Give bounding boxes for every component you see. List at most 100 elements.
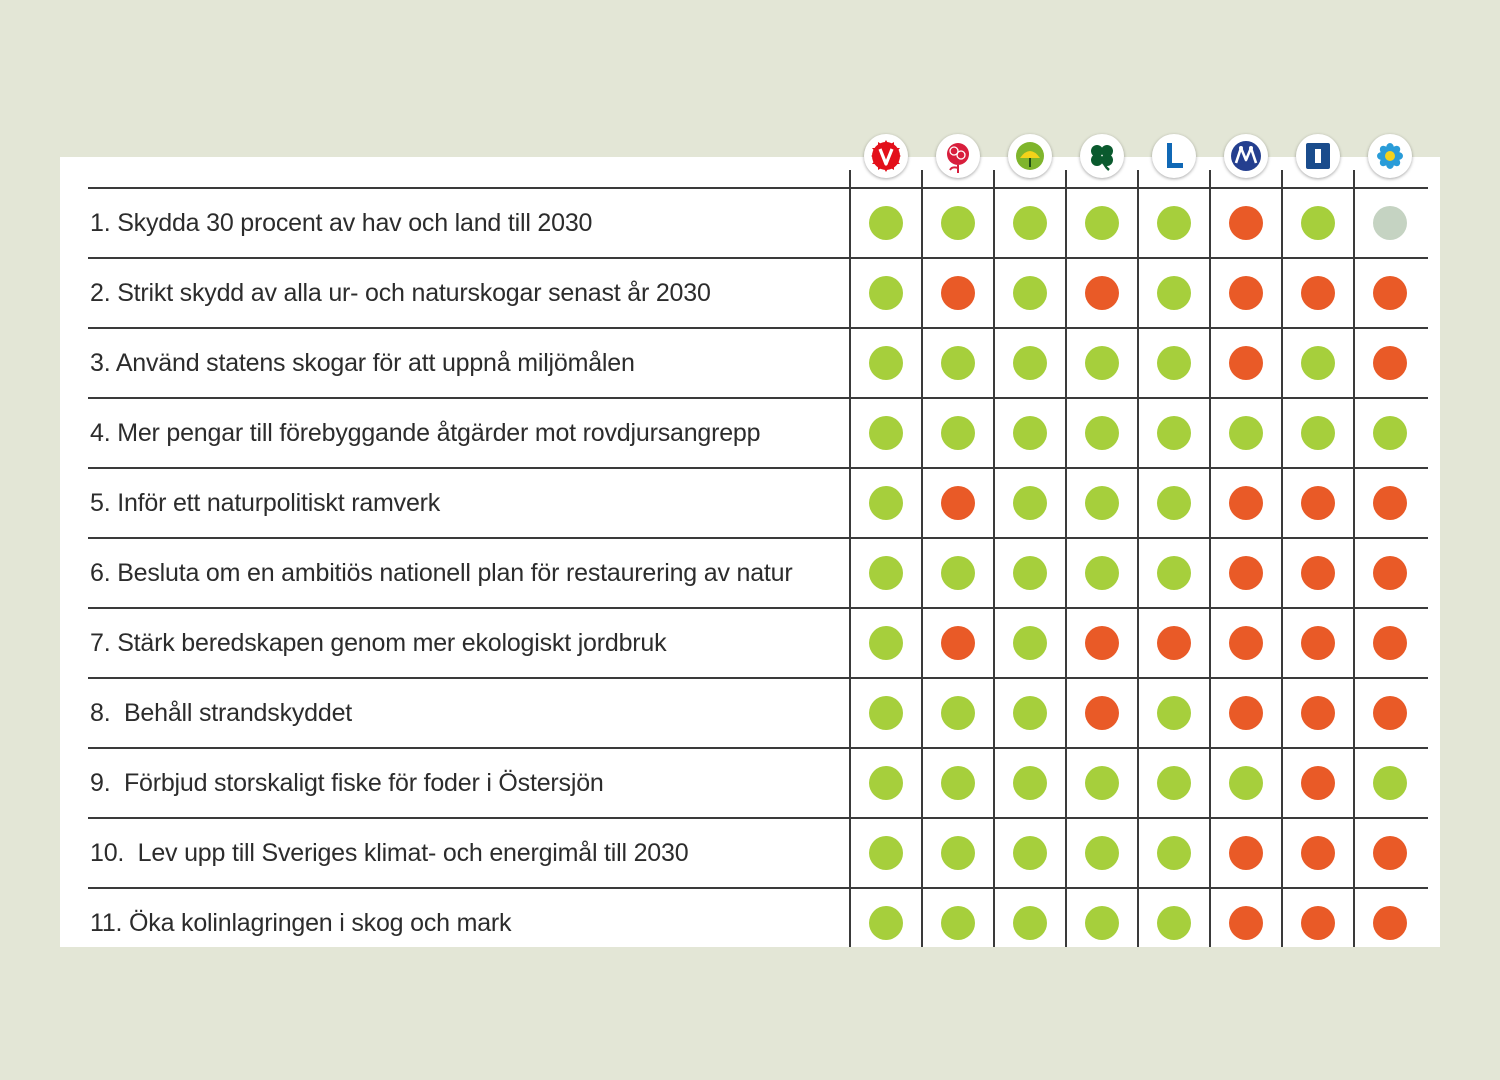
party-header-mp — [1008, 134, 1052, 178]
status-dot-yes — [1157, 766, 1191, 800]
status-dot-no — [1229, 276, 1263, 310]
status-dot-no — [1229, 836, 1263, 870]
status-dot-no — [1229, 346, 1263, 380]
party-header-kd — [1296, 134, 1340, 178]
status-dot-yes — [1157, 906, 1191, 940]
status-dot-no — [1301, 626, 1335, 660]
status-dot-no — [1157, 626, 1191, 660]
status-dot-yes — [1373, 416, 1407, 450]
c-party-clover-logo-icon — [1080, 134, 1124, 178]
kd-party-logo-icon — [1296, 134, 1340, 178]
status-dot-yes — [869, 346, 903, 380]
row-label: 11. Öka kolinlagringen i skog och mark — [90, 909, 512, 937]
status-dot-no — [1229, 486, 1263, 520]
status-dot-no — [1229, 556, 1263, 590]
status-dot-no — [1229, 696, 1263, 730]
status-dot-yes — [869, 836, 903, 870]
status-dot-yes — [1157, 836, 1191, 870]
row-label: 7. Stärk beredskapen genom mer ekologisk… — [90, 629, 667, 657]
status-dot-yes — [869, 696, 903, 730]
status-dot-yes — [1085, 486, 1119, 520]
v-party-logo-icon — [864, 134, 908, 178]
status-dot-yes — [1301, 206, 1335, 240]
status-dot-no — [1229, 906, 1263, 940]
party-header-s — [936, 134, 980, 178]
status-dot-yes — [1085, 906, 1119, 940]
status-dot-yes — [1013, 906, 1047, 940]
status-dot-no — [1085, 696, 1119, 730]
status-dot-yes — [869, 766, 903, 800]
status-dot-unknown — [1373, 206, 1407, 240]
status-dot-no — [1373, 626, 1407, 660]
party-header-v — [864, 134, 908, 178]
row-label: 9. Förbjud storskaligt fiske för foder i… — [90, 769, 604, 797]
status-dot-yes — [1373, 766, 1407, 800]
status-dot-no — [1301, 486, 1335, 520]
status-dot-yes — [869, 906, 903, 940]
status-dot-yes — [1157, 346, 1191, 380]
status-dot-yes — [941, 906, 975, 940]
status-dot-yes — [1157, 556, 1191, 590]
status-dot-yes — [1157, 696, 1191, 730]
row-label: 4. Mer pengar till förebyggande åtgärder… — [90, 419, 761, 447]
status-dot-yes — [1085, 766, 1119, 800]
status-dot-yes — [1013, 416, 1047, 450]
status-dot-no — [1229, 626, 1263, 660]
status-dot-yes — [1013, 696, 1047, 730]
status-dot-no — [1301, 836, 1335, 870]
status-dot-yes — [869, 556, 903, 590]
status-dot-no — [1301, 766, 1335, 800]
status-dot-no — [1373, 556, 1407, 590]
status-dot-yes — [1085, 416, 1119, 450]
status-dot-yes — [1229, 416, 1263, 450]
sd-party-flower-logo-icon — [1368, 134, 1412, 178]
status-dot-no — [1301, 276, 1335, 310]
row-label: 10. Lev upp till Sveriges klimat- och en… — [90, 839, 689, 867]
status-dot-no — [941, 626, 975, 660]
status-dot-yes — [869, 486, 903, 520]
status-dot-yes — [1013, 486, 1047, 520]
m-party-logo-icon — [1224, 134, 1268, 178]
status-dot-yes — [941, 346, 975, 380]
status-dot-yes — [869, 416, 903, 450]
row-label: 3. Använd statens skogar för att uppnå m… — [90, 349, 635, 377]
status-dot-no — [1373, 346, 1407, 380]
status-dot-yes — [941, 556, 975, 590]
status-dot-yes — [1013, 626, 1047, 660]
status-dot-yes — [1157, 416, 1191, 450]
party-header-l — [1152, 134, 1196, 178]
status-dot-yes — [1157, 486, 1191, 520]
party-header-sd — [1368, 134, 1412, 178]
status-dot-yes — [1229, 766, 1263, 800]
status-dot-yes — [1013, 206, 1047, 240]
status-dot-no — [1085, 626, 1119, 660]
row-label: 5. Inför ett naturpolitiskt ramverk — [90, 489, 441, 517]
status-dot-yes — [1157, 276, 1191, 310]
party-header-m — [1224, 134, 1268, 178]
status-dot-yes — [941, 766, 975, 800]
l-party-logo-icon — [1152, 134, 1196, 178]
status-dot-yes — [1301, 346, 1335, 380]
status-dot-yes — [1013, 766, 1047, 800]
status-dot-yes — [941, 206, 975, 240]
status-dot-yes — [1013, 346, 1047, 380]
status-dot-yes — [869, 626, 903, 660]
status-dot-no — [1229, 206, 1263, 240]
status-dot-yes — [1085, 836, 1119, 870]
status-dot-yes — [1085, 346, 1119, 380]
status-dot-no — [1301, 696, 1335, 730]
row-label: 1. Skydda 30 procent av hav och land til… — [90, 209, 593, 237]
status-dot-yes — [869, 276, 903, 310]
row-label: 8. Behåll strandskyddet — [90, 699, 353, 727]
status-dot-yes — [1013, 556, 1047, 590]
status-dot-no — [1373, 836, 1407, 870]
status-dot-yes — [941, 696, 975, 730]
status-dot-yes — [1157, 206, 1191, 240]
status-dot-no — [1373, 906, 1407, 940]
status-dot-no — [941, 276, 975, 310]
status-dot-no — [1085, 276, 1119, 310]
status-dot-yes — [1085, 206, 1119, 240]
status-dot-yes — [869, 206, 903, 240]
status-dot-no — [1373, 696, 1407, 730]
